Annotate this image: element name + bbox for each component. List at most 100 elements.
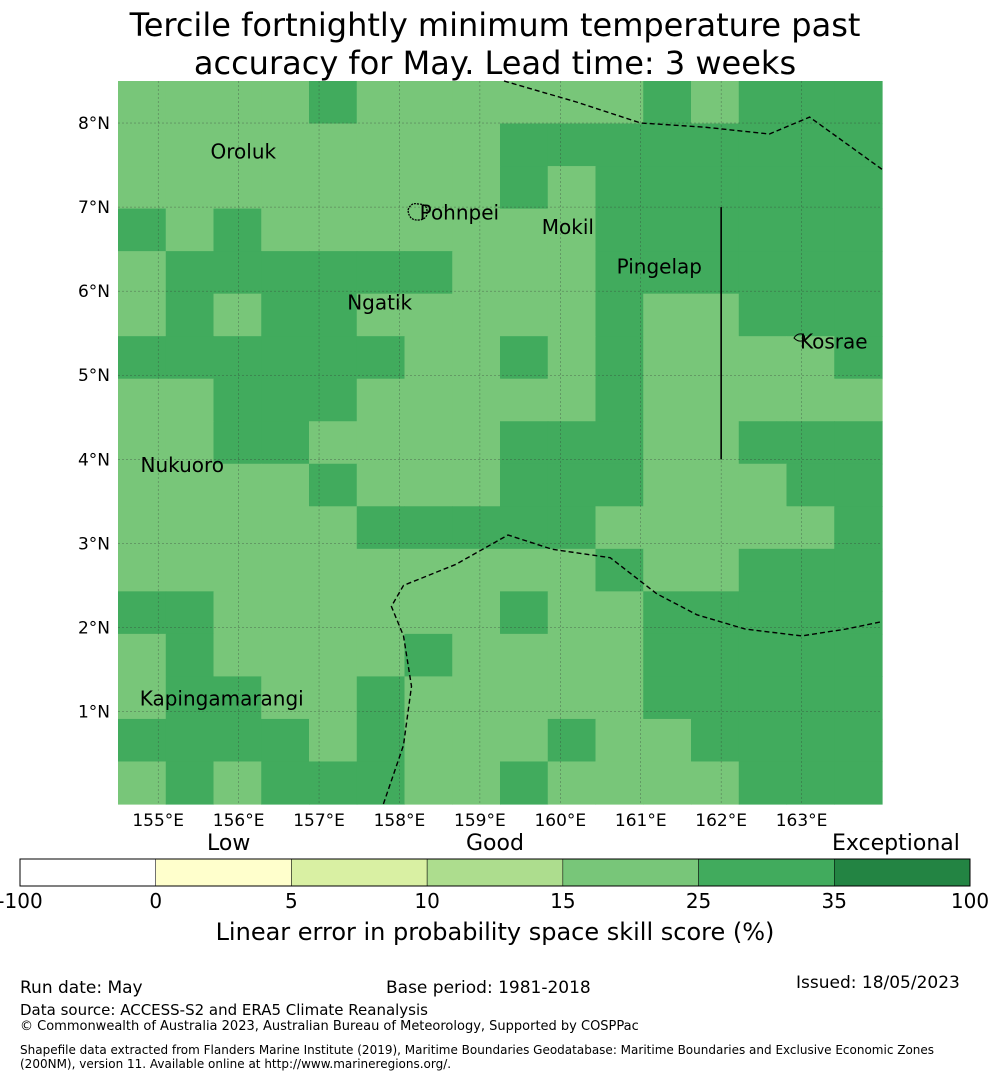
- skill-cell: [309, 506, 358, 550]
- skill-cell: [452, 81, 501, 125]
- skill-cell: [165, 463, 215, 507]
- skill-cell: [309, 251, 358, 295]
- skill-cell: [165, 421, 215, 465]
- skill-cell: [547, 251, 597, 295]
- skill-cell: [595, 378, 644, 422]
- lon-tick-label: 158°E: [374, 811, 426, 830]
- skill-cell: [595, 633, 644, 678]
- skill-cell: [547, 81, 597, 125]
- title-line-2: accuracy for May. Lead time: 3 weeks: [193, 44, 797, 82]
- colorbar-segment: [155, 858, 292, 887]
- skill-cell: [595, 548, 644, 592]
- eez-boundary-line: [382, 534, 883, 805]
- skill-cell: [213, 251, 262, 295]
- skill-cell: [213, 208, 262, 252]
- skill-cell: [261, 761, 310, 805]
- lon-tick-label: 161°E: [615, 811, 667, 830]
- skill-cell: [356, 81, 406, 125]
- skill-cell: [404, 81, 453, 125]
- skill-cell: [452, 421, 501, 465]
- skill-cell: [213, 676, 262, 720]
- skill-cell: [547, 676, 597, 720]
- run-date: Run date: May: [20, 978, 143, 998]
- skill-cell: [356, 166, 406, 210]
- colorbar-segment: [19, 858, 156, 887]
- skill-cell: [547, 166, 597, 210]
- skill-cell: [691, 633, 740, 678]
- skill-cell: [500, 293, 549, 337]
- skill-cell: [643, 676, 692, 720]
- skill-cell: [786, 506, 835, 550]
- skill-cell: [118, 761, 167, 805]
- category-good-label: Good: [466, 831, 524, 856]
- kosrae-island-outline: [793, 333, 806, 342]
- skill-cell: [356, 251, 406, 295]
- skill-cell: [643, 548, 692, 592]
- skill-cell: [165, 761, 215, 805]
- skill-cell: [356, 506, 406, 550]
- skill-cell: [595, 506, 644, 550]
- skill-cell: [452, 548, 501, 592]
- skill-cell: [643, 506, 692, 550]
- skill-cell: [261, 251, 310, 295]
- skill-cell: [547, 208, 597, 252]
- skill-cell: [261, 293, 310, 337]
- skill-cell: [547, 718, 597, 763]
- skill-cell: [500, 548, 549, 592]
- skill-cell: [452, 378, 501, 422]
- skill-cell: [118, 123, 167, 167]
- skill-cell: [356, 123, 406, 167]
- skill-cell: [500, 506, 549, 550]
- skill-cell: [213, 293, 262, 337]
- colorbar-tick-label: 25: [685, 889, 712, 913]
- skill-cell: [213, 123, 262, 167]
- colorbar: [19, 858, 971, 887]
- skill-cell: [738, 421, 788, 465]
- skill-cell: [786, 463, 835, 507]
- skill-cell: [738, 166, 788, 210]
- skill-cell: [452, 251, 501, 295]
- skill-cell: [165, 633, 215, 678]
- skill-cell: [165, 548, 215, 592]
- skill-cell: [356, 378, 406, 422]
- colorbar-segment: [834, 858, 971, 887]
- skill-cell: [786, 293, 835, 337]
- skill-cell: [595, 81, 644, 125]
- skill-cell: [165, 718, 215, 763]
- skill-cell: [738, 761, 788, 805]
- shapefile-credit-line-2: (200NM), version 11. Available online at…: [20, 1057, 452, 1071]
- skill-cell: [738, 463, 788, 507]
- skill-cell: [261, 548, 310, 592]
- skill-cell: [691, 208, 740, 252]
- skill-cell: [452, 591, 501, 635]
- skill-cell: [691, 591, 740, 635]
- skill-cell: [595, 166, 644, 210]
- skill-cell: [643, 718, 692, 763]
- skill-cell: [118, 506, 167, 550]
- lat-tick-label: 7°N: [78, 198, 110, 218]
- skill-cell: [404, 123, 453, 167]
- skill-cell: [452, 166, 501, 210]
- skill-cell: [118, 336, 167, 380]
- skill-cell: [356, 761, 406, 805]
- skill-cell: [356, 718, 406, 763]
- skill-cell: [786, 718, 835, 763]
- skill-cell: [213, 336, 262, 380]
- skill-cell: [834, 421, 883, 465]
- place-label: Oroluk: [211, 139, 277, 163]
- colorbar-frame: [19, 858, 971, 887]
- skill-cell: [834, 591, 883, 635]
- skill-cell: [738, 123, 788, 167]
- skill-cell: [309, 123, 358, 167]
- skill-cell: [691, 421, 740, 465]
- skill-cell: [691, 336, 740, 380]
- colorbar-segment: [698, 858, 835, 887]
- lon-tick-label: 155°E: [132, 811, 184, 830]
- skill-cell: [500, 208, 549, 252]
- skill-cell: [356, 633, 406, 678]
- skill-cell: [691, 506, 740, 550]
- skill-cell: [309, 633, 358, 678]
- base-period: Base period: 1981-2018: [386, 978, 591, 998]
- skill-cell: [738, 676, 788, 720]
- eez-boundaries: [382, 80, 883, 805]
